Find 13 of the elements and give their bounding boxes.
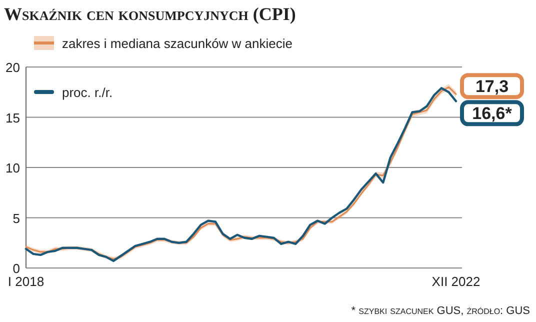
data-label: 17,3 xyxy=(475,77,509,96)
y-tick-label: 10 xyxy=(6,160,20,176)
legend-label: proc. r./r. xyxy=(62,85,113,100)
data-label: 16,6* xyxy=(472,104,512,124)
text: * szybki szacunek GUS, źródło: GUS xyxy=(351,305,530,317)
y-tick-label: 5 xyxy=(12,210,20,226)
chart-title: Wskaźnik cen konsumpcyjnych (CPI) xyxy=(4,4,296,24)
y-tick-label: 20 xyxy=(6,60,20,75)
y-tick-label: 15 xyxy=(6,110,20,126)
x-tick-label: XII 2022 xyxy=(432,274,480,289)
y-tick-label: 0 xyxy=(12,261,20,276)
legend-label: zakres i mediana szacunków w ankiecie xyxy=(62,36,292,51)
x-tick-label: I 2018 xyxy=(8,274,44,289)
